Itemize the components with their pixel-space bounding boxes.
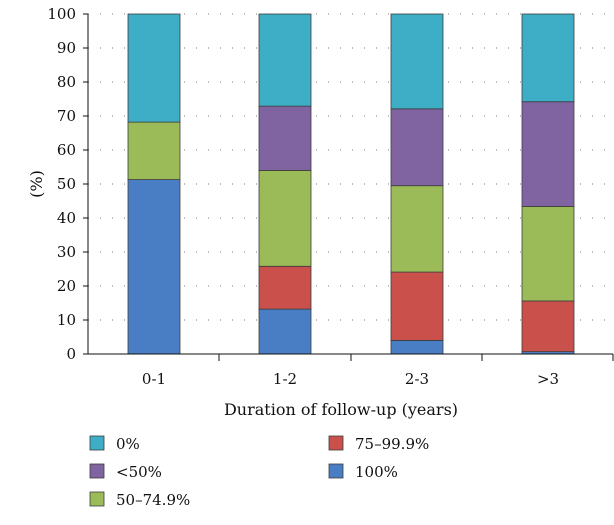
bar-segment-1-3 [258,105,312,171]
bar-stack-2 [390,13,444,355]
legend-item-1: <50% [89,463,162,481]
legend-item-2: 50–74.9% [89,491,190,509]
y-tick-label-90: 90 [57,39,76,57]
bar-segment-1-1 [258,265,312,310]
bar-segment-0-0 [127,179,181,355]
bar-segment-1-2 [258,169,312,267]
bar-stack-3 [521,13,575,355]
bar-stack-1 [258,13,312,355]
y-tick-label-10: 10 [57,311,76,329]
y-tick-labels: 0 10 20 30 40 50 60 70 80 90 100 [47,5,76,363]
bar-segment-3-1 [521,300,575,353]
bar-stacks [127,13,575,355]
bar-segment-0-2 [127,121,181,180]
bar-segment-1-0 [258,308,312,355]
legend: 0% <50% 50–74.9% 75–99.9% 100% [89,435,429,509]
legend-item-0: 0% [89,435,140,453]
y-tick-label-50: 50 [57,175,76,193]
bar-segment-3-2 [521,206,575,302]
x-axis-title: Duration of follow-up (years) [224,400,458,419]
bar-segment-2-4 [390,13,444,110]
legend-swatch-4 [328,463,344,479]
axes [83,13,614,361]
x-tick-label-0: 0-1 [142,370,166,388]
bar-segment-2-2 [390,185,444,273]
y-tick-label-100: 100 [47,5,76,23]
legend-item-4: 100% [328,463,398,481]
bar-segment-3-3 [521,101,575,207]
legend-swatch-0 [89,435,105,451]
bar-segment-2-3 [390,108,444,187]
y-tick-label-80: 80 [57,73,76,91]
y-tick-label-30: 30 [57,243,76,261]
legend-swatch-1 [89,463,105,479]
legend-label-0: 0% [116,435,140,453]
y-tick-label-60: 60 [57,141,76,159]
bar-segment-1-4 [258,13,312,107]
y-tick-label-70: 70 [57,107,76,125]
legend-label-2: 50–74.9% [116,491,190,509]
y-tick-label-20: 20 [57,277,76,295]
bar-stack-0 [127,13,181,355]
bar-segment-2-0 [390,339,444,355]
bar-segment-2-1 [390,271,444,341]
legend-item-3: 75–99.9% [328,435,429,453]
y-tick-label-0: 0 [66,345,76,363]
x-tick-label-3: >3 [537,370,559,388]
y-tick-label-40: 40 [57,209,76,227]
legend-swatch-2 [89,491,105,507]
bar-segment-0-4 [127,13,181,123]
y-axis-title: (%) [27,170,46,198]
x-tick-labels: 0-1 1-2 2-3 >3 [142,370,559,388]
x-tick-label-2: 2-3 [405,370,429,388]
legend-swatch-3 [328,435,344,451]
legend-label-3: 75–99.9% [355,435,429,453]
bar-segment-3-4 [521,13,575,103]
legend-label-1: <50% [116,463,162,481]
x-tick-label-1: 1-2 [273,370,297,388]
legend-label-4: 100% [355,463,398,481]
